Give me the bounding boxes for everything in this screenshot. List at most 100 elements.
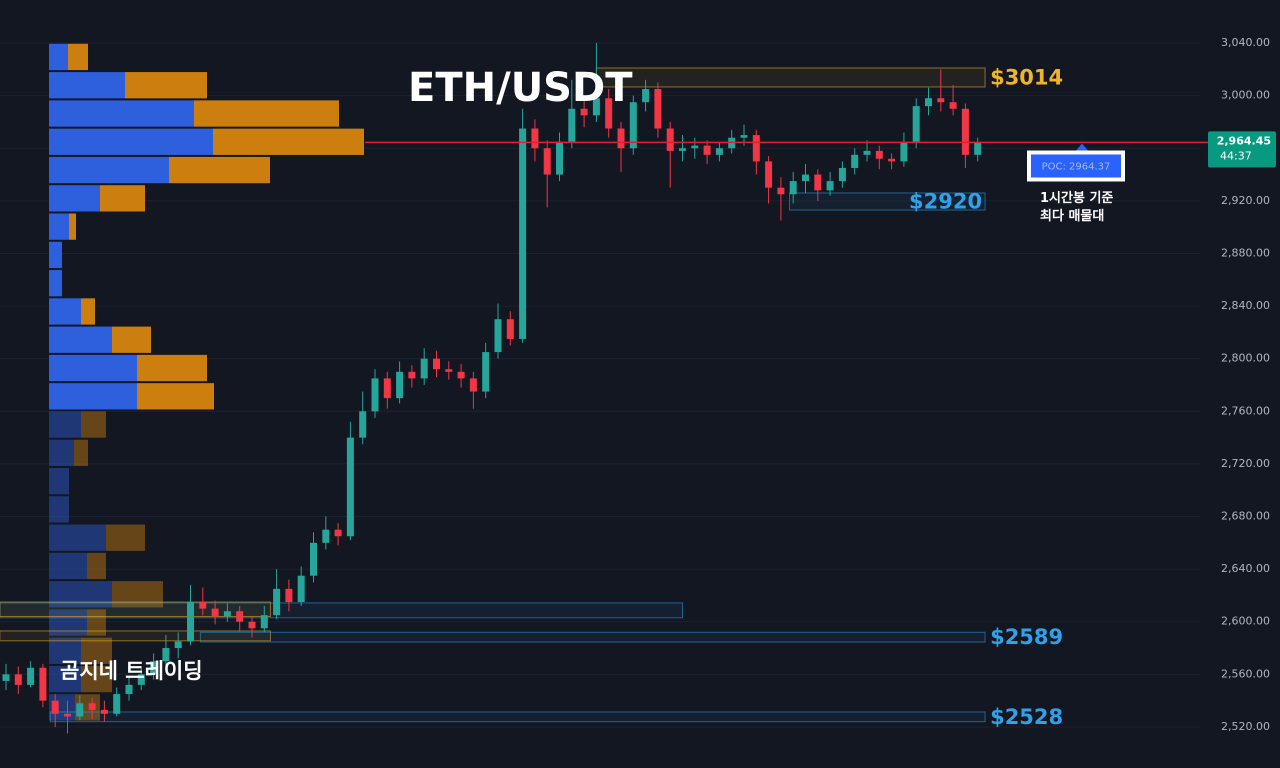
- candle-body: [162, 648, 170, 662]
- profile-sell: [81, 665, 112, 693]
- zone: [789, 192, 986, 211]
- candle-body: [568, 108, 576, 142]
- candle-body: [826, 181, 834, 191]
- candle-body: [629, 102, 637, 149]
- candle-body: [223, 611, 231, 617]
- zone: [595, 67, 986, 88]
- profile-buy: [49, 467, 69, 495]
- profile-buy: [49, 100, 194, 127]
- candle-body: [273, 588, 281, 616]
- y-tick-label: 2,840.00: [1221, 299, 1270, 312]
- y-tick-label: 2,600.00: [1221, 615, 1270, 628]
- candle-body: [396, 371, 404, 399]
- candle-body: [100, 709, 108, 714]
- candle-body: [543, 148, 551, 175]
- watermark: 곰지네 트레이딩: [60, 659, 203, 683]
- candle-body: [469, 378, 477, 392]
- candle-body: [27, 667, 35, 685]
- candle-body: [359, 411, 367, 438]
- candle-body: [506, 319, 514, 339]
- candle-body: [408, 371, 416, 379]
- candle-body: [285, 588, 293, 603]
- profile-sell: [81, 411, 106, 438]
- candle-body: [642, 89, 650, 103]
- profile-sell: [87, 552, 106, 580]
- profile-sell: [68, 43, 88, 71]
- profile-sell: [106, 524, 145, 551]
- poc-label: POC: 2964.37: [1042, 161, 1111, 172]
- profile-buy: [49, 185, 100, 212]
- zone-label: $2920: [909, 190, 982, 214]
- candle-body: [961, 108, 969, 155]
- poc-note: 1시간봉 기준: [1040, 190, 1113, 206]
- profile-sell: [112, 326, 151, 353]
- candle-body: [703, 145, 711, 155]
- candle-body: [875, 150, 883, 159]
- profile-sell: [194, 100, 339, 127]
- profile-sell: [213, 128, 364, 155]
- poc-box: [1031, 154, 1121, 178]
- profile-buy: [49, 43, 68, 71]
- candle-body: [457, 371, 465, 379]
- zone: [49, 711, 986, 723]
- profile-buy: [49, 637, 81, 664]
- candle-body: [838, 167, 846, 182]
- profile-sell: [137, 354, 207, 382]
- candle-body: [420, 358, 428, 379]
- grid: 3,040.003,000.002,960.002,920.002,880.00…: [0, 36, 1270, 733]
- candle-body: [740, 135, 748, 138]
- chart-title: ETH/USDT: [408, 65, 633, 111]
- profile-buy: [49, 665, 81, 693]
- candle-body: [76, 703, 84, 717]
- profile-buy: [49, 439, 74, 466]
- candle-body: [187, 602, 194, 642]
- candle-body: [617, 128, 625, 149]
- profile-buy: [49, 213, 69, 240]
- candle-body: [592, 98, 600, 116]
- zone-label: $3014: [990, 65, 1063, 89]
- profile-buy: [49, 156, 169, 184]
- candle-body: [752, 135, 760, 162]
- profile-buy: [49, 524, 106, 551]
- candle-body: [888, 158, 896, 162]
- candle-body: [260, 615, 268, 629]
- candle-body: [789, 181, 797, 195]
- price-tag: [1208, 131, 1276, 168]
- candle-body: [211, 608, 219, 617]
- y-tick-label: 2,920.00: [1221, 194, 1270, 207]
- candle-body: [310, 542, 317, 576]
- candle-body: [199, 602, 207, 609]
- candle-body: [494, 319, 502, 353]
- candle-body: [14, 674, 22, 685]
- candle-body: [654, 89, 662, 129]
- candle-body: [371, 378, 379, 412]
- zone-label: $2589: [990, 625, 1063, 649]
- poc-note: 최다 매물대: [1040, 208, 1104, 224]
- candle-body: [236, 611, 244, 622]
- candle-body: [2, 674, 10, 681]
- profile-sell: [100, 185, 145, 212]
- candle-body: [39, 667, 47, 701]
- candle-body: [445, 369, 453, 372]
- candle-body: [556, 141, 563, 175]
- candle-body: [974, 142, 982, 155]
- candle-body: [814, 174, 822, 191]
- candle-body: [937, 98, 945, 103]
- profile-buy: [49, 326, 112, 353]
- profile-buy: [49, 128, 213, 155]
- candle-body: [715, 148, 723, 155]
- candle-body: [383, 378, 391, 399]
- y-tick-label: 2,720.00: [1221, 457, 1270, 470]
- candle-body: [113, 694, 121, 714]
- candle-body: [482, 352, 490, 392]
- profile-buy: [49, 496, 69, 523]
- zone: [0, 602, 684, 619]
- y-tick-label: 2,520.00: [1221, 720, 1270, 733]
- y-tick-label: 3,040.00: [1221, 36, 1270, 49]
- candle-body: [137, 674, 145, 685]
- candle-body: [949, 102, 957, 109]
- y-tick-label: 2,640.00: [1221, 562, 1270, 575]
- candle-body: [925, 98, 932, 107]
